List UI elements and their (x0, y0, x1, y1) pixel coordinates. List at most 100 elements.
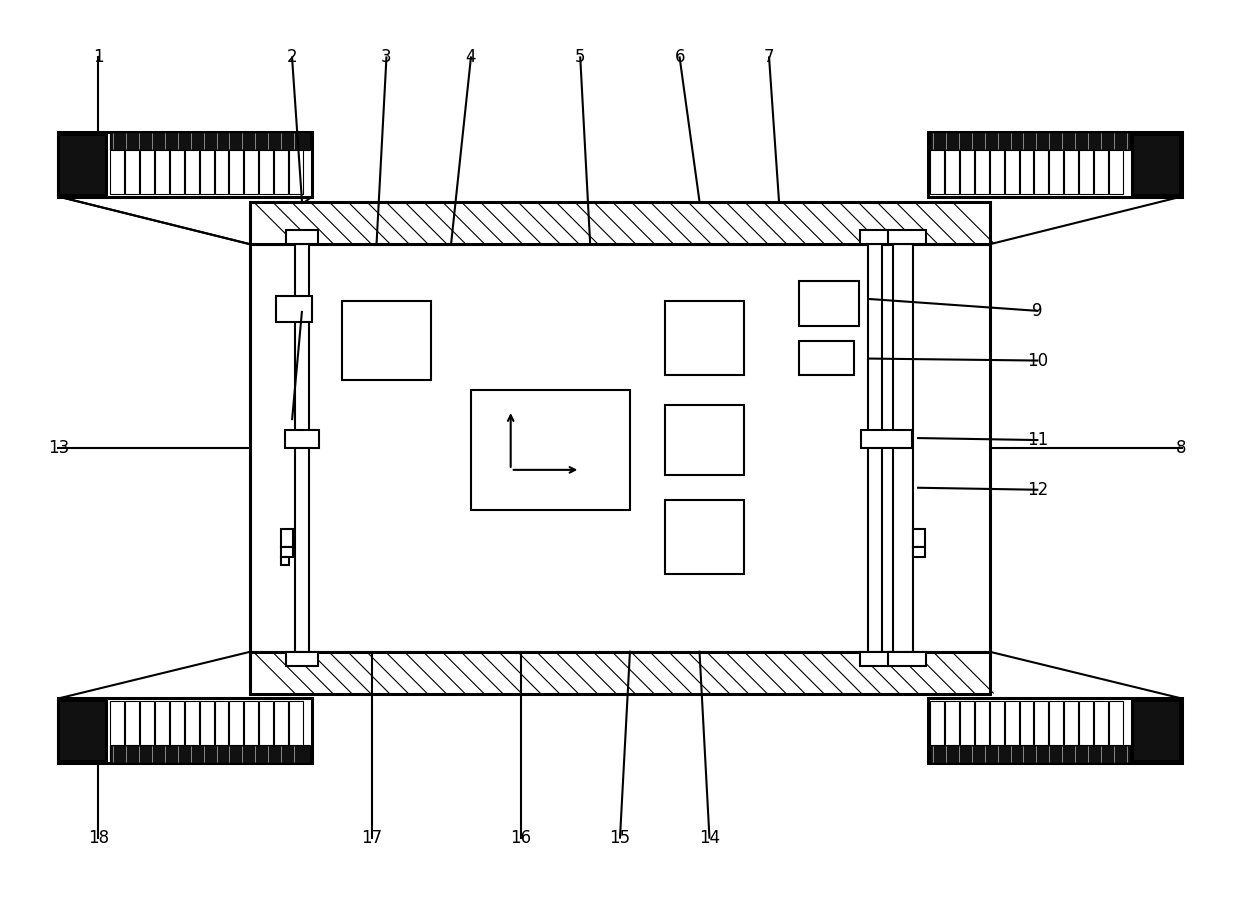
Bar (1109, 701, 1123, 760)
Bar (1034, 701, 1048, 760)
Text: 16: 16 (510, 829, 531, 847)
Bar (1132, 134, 1179, 195)
Bar (1064, 135, 1078, 194)
Bar (960, 135, 973, 194)
Text: 7: 7 (764, 48, 774, 66)
Bar (155, 135, 169, 194)
Bar (1079, 135, 1092, 194)
Bar (259, 701, 273, 760)
Bar (281, 557, 289, 565)
Bar (250, 244, 990, 652)
Bar (859, 652, 892, 666)
Text: 3: 3 (381, 48, 392, 66)
Bar (888, 652, 926, 666)
Bar (1109, 135, 1123, 194)
Bar (289, 135, 303, 194)
Bar (990, 135, 1003, 194)
Bar (58, 701, 107, 761)
Bar (274, 701, 288, 760)
Bar (125, 701, 139, 760)
Bar (281, 547, 293, 557)
Bar (930, 745, 1130, 763)
Text: 10: 10 (1027, 352, 1048, 370)
Bar (259, 135, 273, 194)
Bar (110, 135, 124, 194)
Text: 12: 12 (1027, 481, 1048, 499)
Text: 6: 6 (675, 48, 684, 66)
Bar (140, 135, 154, 194)
Bar (859, 231, 892, 244)
Text: 13: 13 (48, 439, 69, 457)
Bar (928, 699, 1182, 763)
Bar (229, 135, 243, 194)
Bar (913, 529, 925, 547)
Bar (945, 701, 959, 760)
Bar (281, 529, 293, 547)
Bar (274, 135, 288, 194)
Bar (893, 244, 913, 652)
Bar (665, 405, 744, 475)
Bar (1049, 135, 1063, 194)
Bar (289, 701, 303, 760)
Bar (1132, 701, 1179, 761)
Bar (215, 701, 228, 760)
Text: 15: 15 (609, 829, 631, 847)
Bar (295, 244, 309, 652)
Bar (665, 500, 744, 574)
Bar (140, 701, 154, 760)
Bar (913, 547, 925, 557)
Text: 2: 2 (286, 48, 298, 66)
Bar (250, 202, 990, 244)
Text: 18: 18 (88, 829, 109, 847)
Text: 14: 14 (699, 829, 720, 847)
Text: 1: 1 (93, 48, 104, 66)
Bar (215, 135, 228, 194)
Bar (185, 701, 198, 760)
Bar (861, 431, 913, 448)
Bar (170, 701, 184, 760)
Bar (110, 132, 310, 150)
Bar (1034, 135, 1048, 194)
Bar (277, 296, 312, 322)
Text: 4: 4 (466, 48, 476, 66)
Bar (244, 701, 258, 760)
Bar (125, 135, 139, 194)
Bar (1079, 701, 1092, 760)
Bar (930, 135, 944, 194)
Bar (1064, 701, 1078, 760)
Text: 17: 17 (361, 829, 382, 847)
Bar (960, 701, 973, 760)
Bar (471, 390, 630, 509)
Bar (170, 135, 184, 194)
Bar (665, 300, 744, 376)
Text: y: y (492, 397, 502, 413)
Text: 5: 5 (575, 48, 585, 66)
Bar (1049, 701, 1063, 760)
Bar (58, 699, 312, 763)
Bar (244, 135, 258, 194)
Bar (799, 341, 853, 376)
Bar (1004, 135, 1018, 194)
Bar (975, 135, 988, 194)
Bar (110, 701, 124, 760)
Bar (155, 701, 169, 760)
Bar (200, 701, 213, 760)
Bar (868, 244, 883, 652)
Text: 9: 9 (1032, 302, 1043, 320)
Bar (110, 745, 310, 763)
Bar (888, 231, 926, 244)
Bar (928, 132, 1182, 196)
Bar (342, 300, 432, 380)
Bar (930, 701, 944, 760)
Text: 11: 11 (1027, 431, 1048, 449)
Bar (1094, 135, 1109, 194)
Bar (799, 281, 858, 326)
Bar (58, 134, 107, 195)
Bar (990, 701, 1003, 760)
Bar (1019, 701, 1033, 760)
Bar (945, 135, 959, 194)
Bar (285, 431, 319, 448)
Bar (185, 135, 198, 194)
Bar (975, 701, 988, 760)
Bar (286, 652, 317, 666)
